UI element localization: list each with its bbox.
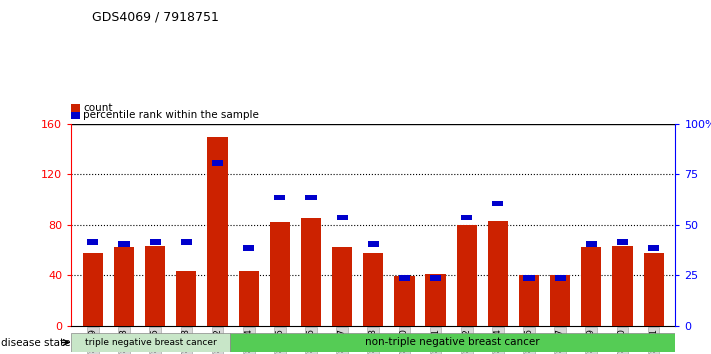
Bar xyxy=(612,246,633,326)
Bar xyxy=(306,195,316,200)
Bar xyxy=(176,272,196,326)
Bar xyxy=(555,275,566,281)
Bar xyxy=(119,241,129,247)
Bar xyxy=(301,218,321,326)
Bar xyxy=(243,245,255,251)
Bar xyxy=(208,137,228,326)
Text: disease state: disease state xyxy=(1,338,70,348)
Bar xyxy=(586,241,597,247)
Bar xyxy=(368,241,379,247)
Bar xyxy=(395,276,415,326)
Bar xyxy=(456,225,477,326)
Bar xyxy=(581,247,602,326)
Bar xyxy=(550,275,570,326)
Bar xyxy=(488,221,508,326)
Bar xyxy=(114,247,134,326)
Bar xyxy=(230,333,675,352)
Bar xyxy=(363,252,383,326)
Bar xyxy=(399,275,410,281)
Bar xyxy=(181,239,192,245)
Bar xyxy=(212,160,223,166)
Bar xyxy=(425,274,446,326)
Text: percentile rank within the sample: percentile rank within the sample xyxy=(83,110,259,120)
Bar xyxy=(519,275,539,326)
Bar xyxy=(269,222,290,326)
Bar xyxy=(87,239,99,245)
Bar xyxy=(492,201,503,206)
Bar xyxy=(239,272,259,326)
Bar xyxy=(461,215,472,221)
Bar xyxy=(149,239,161,245)
Text: count: count xyxy=(83,103,112,113)
Bar xyxy=(617,239,628,245)
Bar xyxy=(332,247,352,326)
Bar xyxy=(82,252,103,326)
Text: non-triple negative breast cancer: non-triple negative breast cancer xyxy=(365,337,540,348)
Bar xyxy=(523,275,535,281)
Bar xyxy=(643,252,664,326)
Bar xyxy=(274,195,285,200)
Bar xyxy=(648,245,659,251)
Bar xyxy=(430,275,441,281)
Text: GDS4069 / 7918751: GDS4069 / 7918751 xyxy=(92,11,219,24)
Bar xyxy=(336,215,348,221)
Text: triple negative breast cancer: triple negative breast cancer xyxy=(85,338,216,347)
Bar xyxy=(145,246,166,326)
Bar xyxy=(71,333,230,352)
